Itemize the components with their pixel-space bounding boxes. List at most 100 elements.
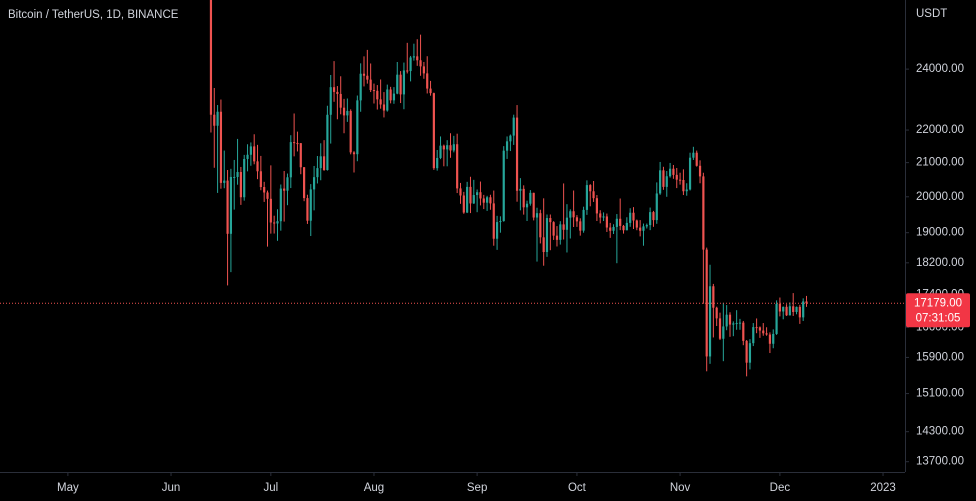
candle-body [319,156,322,169]
candle-body [246,154,249,159]
candle-body [665,176,668,187]
candle-body [276,221,279,224]
candle-body [326,114,329,171]
candle-body [442,145,445,150]
candle-body [249,146,252,155]
candle-body [426,73,429,89]
candle-body [579,221,582,231]
candle-body [452,144,455,151]
candle-body [479,192,482,199]
candle-body [592,191,595,199]
candle-body [748,343,752,363]
candle-body [432,93,435,169]
candle-body [476,192,479,196]
candle-body [389,89,392,101]
candle-body [372,90,376,92]
candle-body [495,222,499,239]
candle-body [223,180,226,183]
candle-body [213,114,216,126]
candle-body [456,144,459,189]
x-tick-label: 2023 [870,482,896,494]
candle-body [718,318,722,339]
candle-body [256,161,259,172]
candle-body [422,66,425,74]
candle-body [219,111,223,183]
candle-body [369,79,372,91]
candle-body [336,91,339,94]
candle-body [635,220,638,228]
candle-body [698,165,702,177]
candle-body [652,212,655,221]
candle-body [615,218,618,227]
candle-body [768,334,772,344]
candle-body [293,142,296,144]
candle-body [519,188,522,191]
candle-body [622,225,625,231]
candle-body [692,152,695,158]
candle-body [725,314,728,327]
candle-body [805,301,808,304]
candle-body [778,303,781,312]
y-tick-label: 15900.00 [916,351,964,363]
candle-body [243,158,246,198]
candle-body [482,198,485,203]
y-tick-label: 14300.00 [916,426,964,438]
candle-body [303,167,306,199]
candle-body [722,326,725,339]
y-tick-label: 13700.00 [916,456,964,468]
candle-body [312,177,316,190]
candle-body [342,107,346,116]
candle-body [562,224,565,230]
x-tick-label: Aug [364,482,384,494]
countdown: 07:31:05 [916,312,961,324]
candle-body [396,74,399,94]
candle-body [545,218,549,253]
candle-body [332,87,336,92]
candle-body [529,192,532,204]
candle-body [695,152,698,166]
candle-body [675,174,678,180]
candle-body [792,306,795,312]
chart-title: Bitcoin / TetherUS, 1D, BINANCE [8,9,179,21]
candle-body [705,249,708,357]
candle-body [376,90,379,100]
candle-body [765,333,768,335]
candle-body [263,187,266,193]
candle-body [649,212,652,226]
candle-body [489,197,492,204]
candle-body [732,323,735,325]
candle-body [672,168,675,175]
candle-body [446,145,449,150]
x-tick-label: May [57,482,79,494]
candle-body [645,225,648,227]
candle-body [499,221,502,223]
candle-body [239,172,242,198]
candle-body [322,156,326,171]
candle-body [233,176,236,178]
candle-body [469,186,472,204]
candle-body [625,222,628,231]
candle-body [619,218,622,226]
y-tick-label: 19000.00 [916,227,964,239]
candle-body [492,203,495,239]
candle-body [429,88,432,94]
candle-body [688,157,692,190]
candle-body [226,180,229,234]
y-tick-label: 21000.00 [916,157,964,169]
candle-body [359,73,362,101]
candle-body [362,73,366,76]
candle-body [392,93,396,101]
candle-body [283,188,286,191]
candle-body [758,327,762,331]
candle-body [599,213,602,218]
candle-body [436,157,439,169]
candle-body [259,171,262,188]
candle-body [555,235,559,240]
candle-body [356,100,359,155]
last-price-box [906,293,970,328]
candle-body [279,188,282,222]
candle-body [316,168,319,178]
candle-body [788,306,791,316]
candle-body [802,301,805,318]
candle-body [682,180,685,192]
